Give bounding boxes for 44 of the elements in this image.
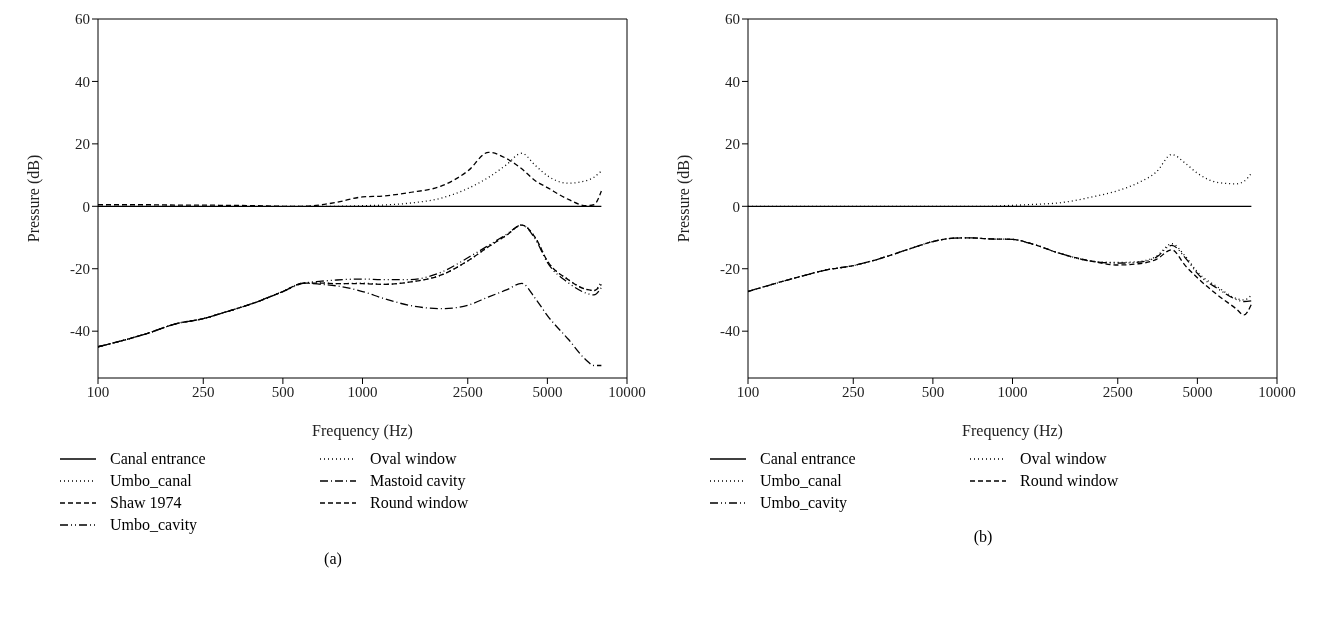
y-tick-label: 60	[75, 11, 90, 28]
y-tick-label: 40	[75, 73, 90, 90]
y-axis-title: Pressure (dB)	[674, 154, 693, 243]
x-tick-label: 100	[86, 383, 110, 400]
text: (b)	[973, 528, 993, 546]
x-tick-label: 1000	[347, 383, 378, 400]
y-tick-label: 0	[732, 198, 740, 215]
legend-label: Canal entrance	[760, 450, 856, 468]
x-axis-title: Frequency (Hz)	[962, 422, 1063, 440]
x-tick-label: 2500	[452, 383, 483, 400]
x-tick-label: 10000	[1258, 383, 1296, 400]
x-tick-label: 1000	[997, 383, 1028, 400]
y-tick-label: 60	[725, 11, 740, 28]
y-tick-label: 20	[75, 136, 90, 153]
x-tick-label: 10000	[608, 383, 646, 400]
legend-label: Oval window	[1020, 450, 1107, 468]
y-tick-label: -40	[720, 323, 740, 340]
x-tick-label: 5000	[1182, 383, 1213, 400]
legend-label: Canal entrance	[110, 450, 206, 468]
legend-label: Shaw 1974	[110, 494, 182, 512]
y-axis-title: Pressure (dB)	[24, 154, 43, 243]
legend-label: Umbo_canal	[110, 472, 192, 490]
y-tick-label: 40	[725, 73, 740, 90]
legend-label: Umbo_cavity	[760, 494, 848, 512]
legend-label: Umbo_cavity	[110, 516, 198, 534]
x-tick-label: 100	[736, 383, 760, 400]
x-tick-label: 500	[271, 383, 295, 400]
legend-label: Umbo_canal	[760, 472, 842, 490]
text: (a)	[324, 550, 342, 568]
legend-label: Oval window	[370, 450, 457, 468]
y-tick-label: -20	[720, 261, 740, 278]
x-tick-label: 250	[842, 383, 865, 400]
x-tick-label: 2500	[1102, 383, 1133, 400]
x-axis-title: Frequency (Hz)	[312, 422, 413, 440]
legend-label: Round window	[370, 494, 469, 512]
y-tick-label: 20	[725, 136, 740, 153]
y-tick-label: -40	[70, 323, 90, 340]
legend-label: Mastoid cavity	[370, 472, 466, 490]
y-tick-label: -20	[70, 261, 90, 278]
x-tick-label: 250	[192, 383, 215, 400]
x-tick-label: 5000	[532, 383, 563, 400]
x-tick-label: 500	[921, 383, 945, 400]
y-tick-label: 0	[82, 198, 90, 215]
legend-label: Round window	[1020, 472, 1119, 490]
